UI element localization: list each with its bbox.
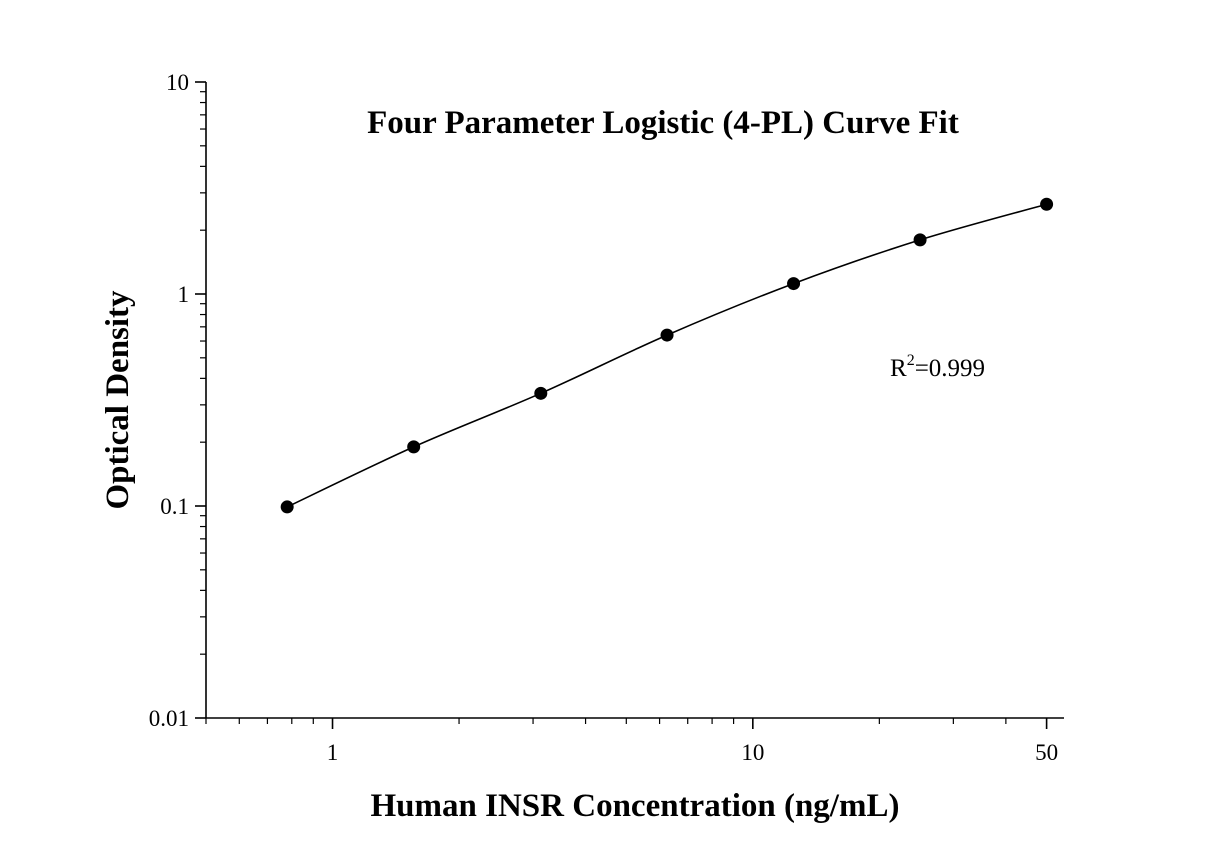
y-tick-label: 0.01: [149, 706, 189, 731]
x-tick-label: 1: [327, 740, 339, 765]
data-point: [660, 328, 674, 342]
x-tick-label: 50: [1035, 740, 1058, 765]
data-point: [913, 233, 927, 247]
x-tick-label: 10: [741, 740, 764, 765]
y-axis-label: Optical Density: [100, 290, 136, 510]
chart-title: Four Parameter Logistic (4-PL) Curve Fit: [367, 105, 959, 141]
data-point: [787, 277, 801, 291]
data-point: [1040, 197, 1054, 211]
tick-labels: 0.01 0.1 1 10 1 10 50: [149, 70, 1058, 765]
r-squared-value: =0.999: [915, 355, 985, 382]
data-point: [534, 386, 548, 400]
y-tick-label: 1: [178, 282, 190, 307]
data-point: [407, 440, 421, 454]
data-points: [280, 197, 1054, 514]
r-squared-annotation: R2=0.999: [890, 352, 985, 382]
x-axis-label: Human INSR Concentration (ng/mL): [371, 788, 900, 824]
y-tick-label: 0.1: [160, 494, 189, 519]
data-point: [280, 500, 294, 514]
r-squared-symbol: R: [890, 355, 907, 382]
r-squared-superscript: 2: [907, 352, 915, 369]
axes: [205, 82, 1064, 719]
major-ticks: [195, 81, 1048, 729]
minor-ticks: [200, 91, 1007, 724]
y-tick-label: 10: [166, 70, 189, 95]
